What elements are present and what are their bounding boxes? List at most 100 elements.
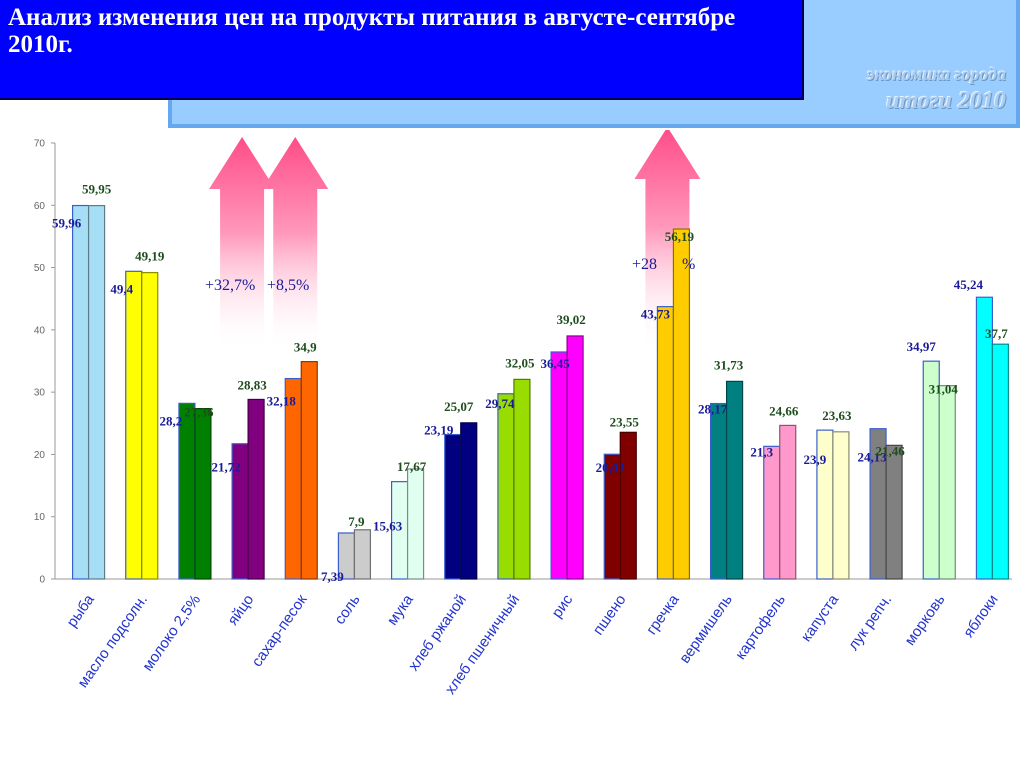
bars-layer: [71, 204, 1010, 580]
bar-september: [460, 422, 478, 580]
bar-september: [779, 424, 797, 580]
bar-september: [938, 385, 956, 580]
bar-september: [885, 444, 903, 580]
bar-august: [709, 402, 728, 580]
value-label-august: 34,97: [907, 339, 937, 354]
y-tick-label: 0: [39, 575, 45, 586]
bar-august: [71, 204, 90, 580]
value-label-september: 37,7: [985, 326, 1008, 341]
value-label-september: 25,07: [444, 399, 474, 414]
value-label-september: 31,04: [929, 382, 959, 397]
category-label: гречка: [643, 591, 683, 638]
bar-september: [406, 468, 425, 580]
value-label-august: 15,63: [373, 519, 403, 534]
title-panel: Анализ изменения цен на продукты питания…: [0, 0, 804, 100]
bar-september: [566, 335, 584, 580]
category-label: вермишель: [676, 591, 736, 666]
y-tick-label: 20: [34, 450, 46, 461]
category-label: соль: [331, 591, 364, 627]
percent-annotation: %: [682, 256, 695, 273]
value-label-august: 28,2: [160, 413, 183, 428]
value-label-august: 23,9: [804, 452, 827, 467]
value-label-august: 21,72: [211, 460, 240, 475]
value-label-august: 43,73: [641, 307, 671, 322]
value-label-august: 7,39: [321, 569, 344, 584]
bar-august: [550, 351, 568, 580]
arrows-layer: [209, 130, 701, 352]
category-label: морковь: [901, 591, 948, 648]
value-label-september: 32,05: [505, 355, 535, 370]
bar-august: [497, 393, 515, 580]
bar-september: [513, 378, 531, 580]
bar-september: [87, 204, 106, 580]
brand-title: итоги 2010: [886, 88, 1006, 114]
y-tick-label: 30: [34, 388, 46, 399]
y-tick-label: 50: [34, 263, 46, 274]
value-label-september: 59,95: [82, 182, 112, 197]
value-label-september: 28,83: [237, 377, 267, 392]
bar-september: [832, 431, 850, 580]
bar-september: [619, 431, 637, 580]
y-tick-label: 60: [34, 201, 46, 212]
value-label-august: 59,96: [52, 216, 82, 231]
value-label-september: 34,9: [294, 340, 317, 355]
value-label-august: 29,74: [485, 396, 515, 411]
increase-arrow-1: [209, 137, 276, 352]
category-label: рис: [549, 591, 577, 621]
percent-annotation: +8,5%: [267, 277, 309, 294]
category-label: рыба: [63, 591, 98, 631]
category-label: картофель: [732, 591, 789, 662]
percent-annotation: +28: [632, 256, 657, 273]
value-label-august: 32,18: [267, 394, 297, 409]
category-label: яйцо: [224, 592, 257, 629]
category-label: мука: [384, 591, 417, 628]
value-label-september: 7,9: [348, 514, 365, 529]
value-label-august: 20,03: [596, 460, 626, 475]
value-label-august: 45,24: [954, 277, 984, 292]
value-label-september: 23,55: [610, 414, 640, 429]
value-label-september: 49,19: [135, 249, 165, 264]
value-label-september: 17,67: [397, 459, 427, 474]
category-label: яблоки: [960, 592, 1002, 641]
value-label-september: 24,66: [769, 403, 799, 418]
bar-september: [672, 228, 691, 580]
axis-layer: 0 10 20 30 40 50 60 70: [34, 139, 1012, 586]
labels-layer: 59,9659,9549,449,1928,227,3621,7228,8332…: [52, 182, 1008, 584]
bar-august: [125, 270, 143, 580]
category-label: капуста: [798, 591, 843, 645]
page-title: Анализ изменения цен на продукты питания…: [8, 4, 736, 58]
value-label-september: 56,19: [665, 229, 695, 244]
bar-august: [444, 433, 462, 580]
y-tick-label: 70: [34, 139, 46, 150]
bar-september: [991, 343, 1010, 580]
bar-september: [194, 407, 212, 580]
brand-subtitle: экономика города: [866, 64, 1006, 84]
value-label-september: 39,02: [556, 312, 585, 327]
y-tick-label: 10: [34, 512, 46, 523]
increase-arrow-2: [262, 137, 329, 352]
category-label: пшено: [590, 592, 630, 639]
value-label-september: 31,73: [714, 357, 744, 372]
bar-august: [656, 306, 675, 580]
bar-september: [725, 380, 744, 580]
y-tick-label: 40: [34, 325, 46, 336]
bar-september: [141, 272, 159, 580]
value-label-september: 21,46: [875, 443, 905, 458]
value-label-august: 28,17: [698, 402, 728, 417]
bar-august: [284, 377, 302, 580]
value-label-september: 27,36: [184, 405, 214, 420]
value-label-august: 23,19: [424, 423, 454, 438]
category-label: сахар-песок: [248, 591, 310, 670]
value-label-september: 23,63: [822, 408, 852, 423]
bar-august: [178, 402, 196, 580]
bar-august: [763, 445, 781, 580]
bar-september: [300, 361, 318, 580]
value-label-august: 49,4: [110, 281, 133, 296]
value-label-august: 24,13: [857, 450, 887, 465]
bar-september: [353, 529, 372, 580]
bar-september: [247, 398, 265, 580]
category-label: лук репч.: [845, 592, 896, 654]
value-label-august: 21,3: [750, 444, 773, 459]
